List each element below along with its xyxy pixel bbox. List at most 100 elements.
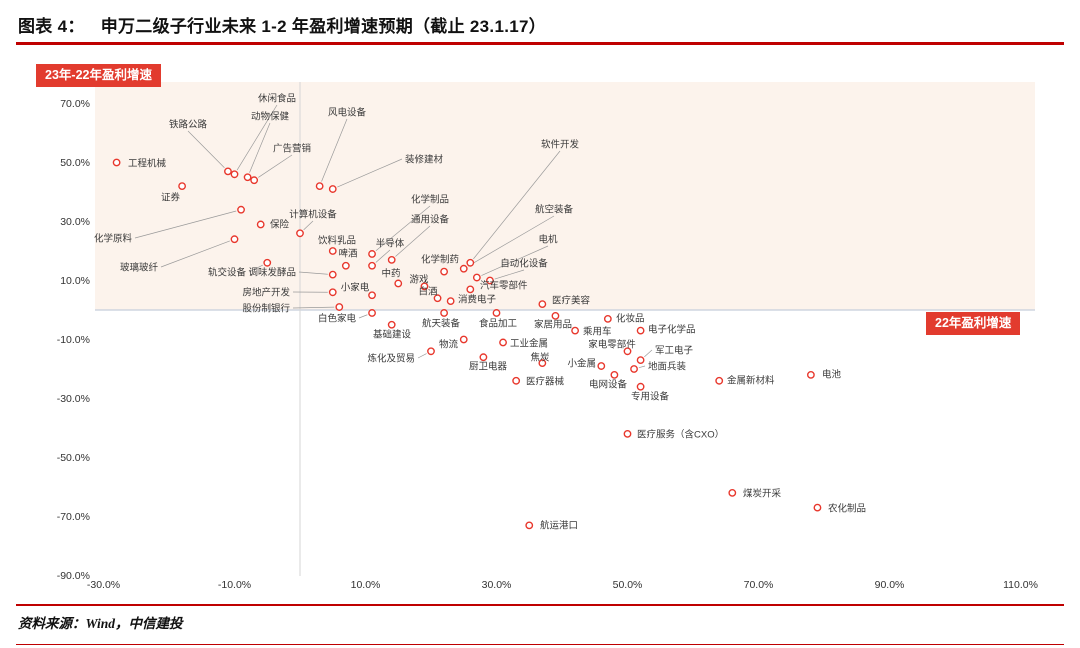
data-point [263,258,272,267]
data-point [728,488,737,497]
data-point [459,264,468,273]
data-point [112,158,121,167]
data-point [328,288,337,297]
point-label: 饮料乳品 [318,235,356,247]
point-label: 化学制品 [411,194,449,206]
point-label: 电池 [822,369,842,381]
title-underline-rule [16,42,1064,45]
y-tick-label: 10.0% [60,275,90,287]
y-tick-label: -10.0% [57,334,90,346]
point-label: 家电零部件 [588,339,636,351]
leader-line [481,245,549,276]
leader-line [467,215,555,267]
data-point [256,220,265,229]
data-point [230,235,239,244]
point-label: 医疗服务（含CXO） [637,429,724,441]
point-label: 乘用车 [583,326,612,338]
data-point [224,167,232,176]
x-tick-label: 10.0% [351,579,381,591]
point-label: 炼化及贸易 [367,353,415,365]
x-tick-label: 110.0% [1003,579,1038,591]
point-label: 物流 [439,339,459,351]
data-point [603,314,612,323]
point-label: 电子化学品 [648,324,696,336]
point-label: 半导体 [376,238,405,250]
point-label: 军工电子 [655,345,694,357]
data-point [551,311,560,320]
data-point [636,356,645,365]
point-label: 玻璃玻纤 [120,262,159,274]
data-point [636,382,645,391]
data-point [230,170,239,179]
data-point [420,282,429,291]
point-label: 医疗器械 [526,376,565,388]
point-label: 软件开发 [541,139,580,151]
point-label: 汽车零部件 [480,280,528,292]
data-point [368,261,376,270]
data-point [466,285,475,294]
data-point [440,309,448,317]
data-point [715,376,724,385]
data-point [328,185,337,193]
point-label: 地面兵装 [648,361,687,373]
data-point [492,309,501,317]
figure-label: 图表 4： [18,17,85,36]
data-point [315,182,324,191]
leader-line [187,130,225,169]
point-label: 焦炭 [530,352,550,364]
point-label: 白色家电 [318,313,357,325]
leader-line [160,240,230,268]
data-point [525,521,534,530]
data-point [630,365,638,373]
x-tick-label: 30.0% [482,579,512,591]
point-label: 证券 [161,192,181,204]
data-point [387,320,396,329]
point-label: 化学制药 [421,254,459,266]
data-point [368,250,376,258]
data-point [440,267,448,276]
data-point [571,326,579,335]
leader-line [303,220,314,231]
data-point [446,297,455,306]
x-tick-label: 50.0% [613,579,643,591]
leader-line [375,205,431,252]
data-point [813,503,822,512]
point-label: 啤酒 [338,248,358,260]
point-label: 专用设备 [631,391,670,403]
point-label: 消费电子 [458,294,497,306]
x-tick-label: -10.0% [218,579,251,591]
leader-line [321,118,348,182]
data-point [394,279,403,288]
point-label: 房地产开发 [242,287,290,299]
x-tick-label: 70.0% [744,579,774,591]
point-label: 股份制银行 [242,303,290,315]
point-label: 电网设备 [589,379,628,391]
data-point [472,273,481,282]
data-point [807,370,815,379]
point-label: 航天装备 [422,318,461,330]
point-label: 装修建材 [405,154,444,166]
point-label: 基础建设 [373,329,412,341]
point-label: 航空装备 [535,204,574,216]
leader-line [358,314,368,319]
source-note: 资料来源：Wind，中信建投 [18,616,183,631]
point-label: 医疗美容 [552,295,591,307]
data-point [623,429,632,438]
data-point [512,376,521,385]
leader-line [638,365,646,369]
data-point [486,276,494,285]
data-point [328,247,337,255]
point-label: 铁路公路 [169,119,208,131]
point-label: 广告营销 [273,143,312,155]
data-point [341,261,350,270]
data-point [623,347,632,356]
point-label: 休闲食品 [258,93,296,105]
data-point [387,255,396,264]
data-point [243,173,252,182]
point-label: 保险 [270,219,290,231]
leader-line [134,210,237,239]
leader-line [236,104,278,171]
y-tick-label: -70.0% [57,511,90,523]
leader-line [292,306,335,309]
scatter-chart: -30.0% -10.0% 10.0% 30.0% 50.0% 70.0% 90.0% 110… [57,82,1038,591]
